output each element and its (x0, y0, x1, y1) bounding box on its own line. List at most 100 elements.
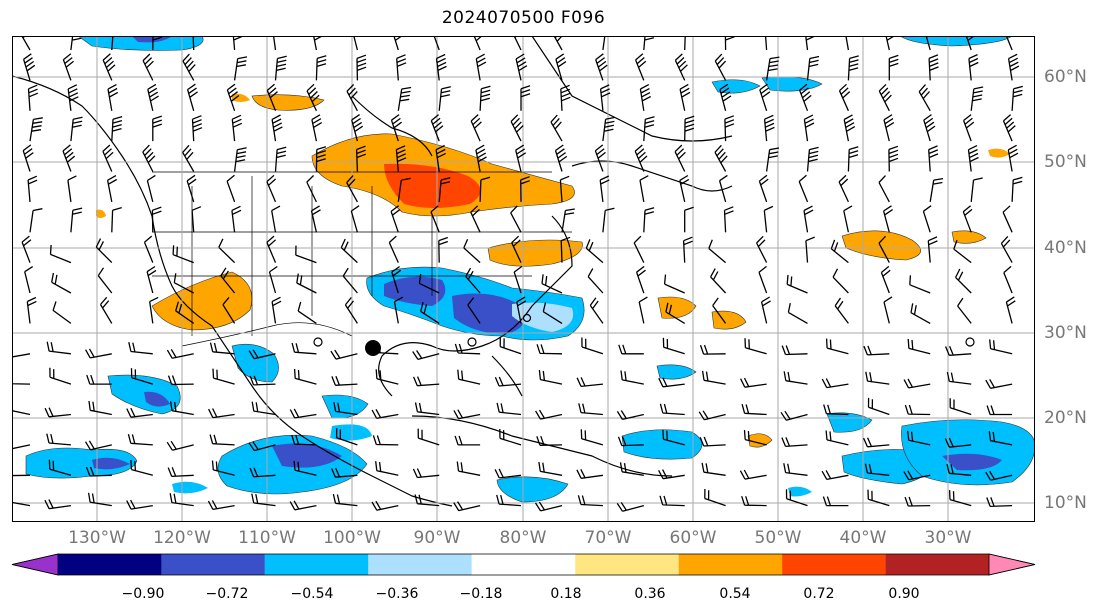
wind-barb (231, 205, 242, 233)
wind-barb (397, 86, 412, 111)
lat-label-40n: 40°N (1044, 238, 1087, 258)
wind-barb (470, 205, 481, 233)
wind-barb (865, 371, 890, 385)
wind-barb (293, 368, 317, 385)
wind-barb (510, 205, 522, 233)
wind-barb (806, 55, 820, 81)
wind-barb (1011, 176, 1023, 202)
wind-barb (699, 344, 726, 355)
colorbar (11, 553, 1036, 576)
wind-barb (479, 85, 491, 111)
wind-barb (296, 273, 317, 294)
wind-barb (724, 36, 735, 51)
wind-barb (1007, 53, 1020, 81)
wind-barb (128, 342, 153, 355)
wind-barb (710, 268, 727, 294)
wind-barb (146, 174, 156, 203)
wind-barb (353, 36, 359, 51)
wind-barb (393, 36, 403, 51)
lat-label-10n: 10°N (1044, 493, 1087, 513)
wind-barb (553, 36, 563, 51)
wind-barb (169, 493, 194, 507)
wind-barb (417, 428, 440, 446)
wind-barb (561, 208, 575, 233)
wind-barb (863, 437, 890, 448)
wind-barb (513, 265, 523, 294)
wind-barb (578, 403, 603, 416)
wind-barb (182, 53, 196, 81)
wind-barb (577, 495, 603, 507)
wind-barb (763, 205, 774, 233)
wind-barb (268, 265, 278, 294)
wind-barb (271, 296, 282, 324)
wind-barb (12, 353, 31, 358)
wind-barb (86, 374, 112, 385)
wind-barb (1002, 205, 1013, 233)
wind-barb (438, 86, 451, 111)
colorbar-cell (264, 554, 369, 575)
colorbar-cell (58, 554, 162, 575)
wind-barb (910, 303, 931, 324)
chart-title: 2024070500 F096 (441, 8, 606, 28)
wind-barb (340, 238, 358, 264)
wind-barb (744, 338, 767, 355)
colorbar-tick-4: −0.36 (375, 586, 419, 602)
wind-barb (375, 369, 399, 385)
wind-barb (665, 302, 686, 324)
wind-barb (643, 36, 655, 51)
wind-barb (907, 338, 931, 355)
wind-barb (878, 175, 890, 203)
wind-barb (511, 235, 522, 263)
wind-barb (351, 114, 364, 142)
wind-barb (211, 460, 235, 476)
wind-barb (249, 375, 276, 386)
wind-barb (783, 371, 808, 385)
colorbar-tick-1: −0.90 (121, 586, 165, 602)
colorbar-tick-7: 0.36 (634, 586, 666, 602)
wind-barb (634, 53, 647, 81)
wind-barb (456, 461, 481, 476)
wind-barb (904, 404, 931, 416)
wind-barb (962, 205, 973, 233)
wind-barb (496, 402, 522, 416)
wind-barb (62, 53, 75, 81)
lon-label-120w: 120°W (153, 528, 211, 548)
wind-barb (467, 297, 481, 324)
wind-barb (395, 145, 407, 172)
wind-barb (27, 175, 38, 202)
wind-barb (888, 145, 899, 172)
wind-barb (397, 177, 411, 202)
wind-barb (878, 83, 892, 112)
wind-barb (226, 83, 240, 112)
wind-barb (266, 235, 277, 263)
wind-barb (781, 345, 808, 356)
wind-barb (44, 407, 71, 418)
wind-barb (594, 144, 606, 172)
wind-barb (192, 36, 196, 51)
wind-barb (371, 408, 399, 419)
wind-barb (111, 36, 116, 51)
colorbar-tick-8: 0.54 (719, 586, 751, 602)
wind-barb (580, 429, 604, 446)
wind-barb (142, 144, 156, 172)
wind-barb (274, 146, 287, 172)
wind-barb (306, 175, 317, 203)
wind-barb (251, 401, 276, 416)
wind-barb (585, 239, 604, 264)
wind-barb (1005, 36, 1013, 51)
wind-barb (541, 274, 563, 294)
wind-barb (538, 370, 563, 385)
wind-barb (903, 470, 931, 481)
wind-barb (718, 174, 728, 203)
wind-barb (878, 235, 890, 263)
colorbar-tick-5: −0.18 (459, 586, 503, 602)
wind-barb (805, 236, 815, 263)
wind-barb (542, 302, 563, 324)
wind-barb (1003, 265, 1013, 294)
wind-barb (834, 297, 849, 324)
wind-barb (946, 371, 972, 385)
wind-barb (599, 175, 610, 202)
wind-barb (985, 470, 1013, 481)
lat-label-20n: 20°N (1044, 408, 1087, 428)
wind-barb (266, 83, 278, 112)
